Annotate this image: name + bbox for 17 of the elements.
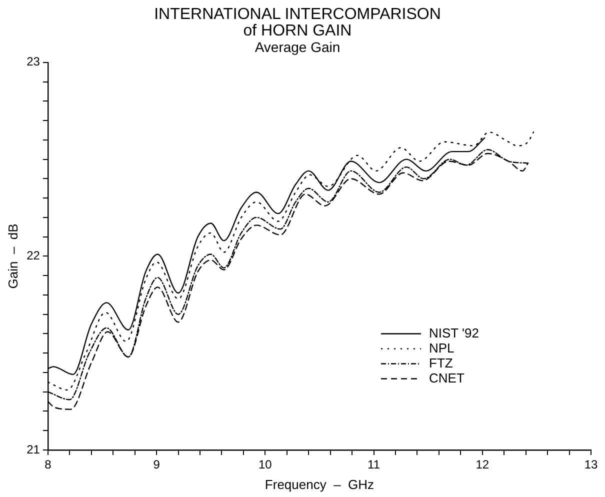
legend-label: CNET xyxy=(429,370,464,386)
y-tick-label: 22 xyxy=(26,248,40,263)
x-tick-label: 11 xyxy=(368,458,380,472)
x-tick-label: 13 xyxy=(584,458,598,472)
chart-title: INTERNATIONAL INTERCOMPARISON of HORN GAIN xyxy=(154,6,441,40)
chart-subtitle: Average Gain xyxy=(254,38,340,55)
legend-label: NIST '92 xyxy=(429,325,479,340)
y-axis-title: Gain – dB xyxy=(5,224,20,289)
x-tick-label: 10 xyxy=(258,458,272,472)
x-tick-label: 8 xyxy=(44,458,52,472)
legend-label: FTZ xyxy=(429,355,453,370)
x-axis-title: Frequency – GHz xyxy=(264,476,374,492)
y-tick-label: 23 xyxy=(26,54,40,69)
legend-label: NPL xyxy=(429,340,454,356)
y-tick-label: 21 xyxy=(26,442,40,456)
x-tick-label: 9 xyxy=(153,458,160,472)
x-tick-label: 12 xyxy=(476,458,490,472)
